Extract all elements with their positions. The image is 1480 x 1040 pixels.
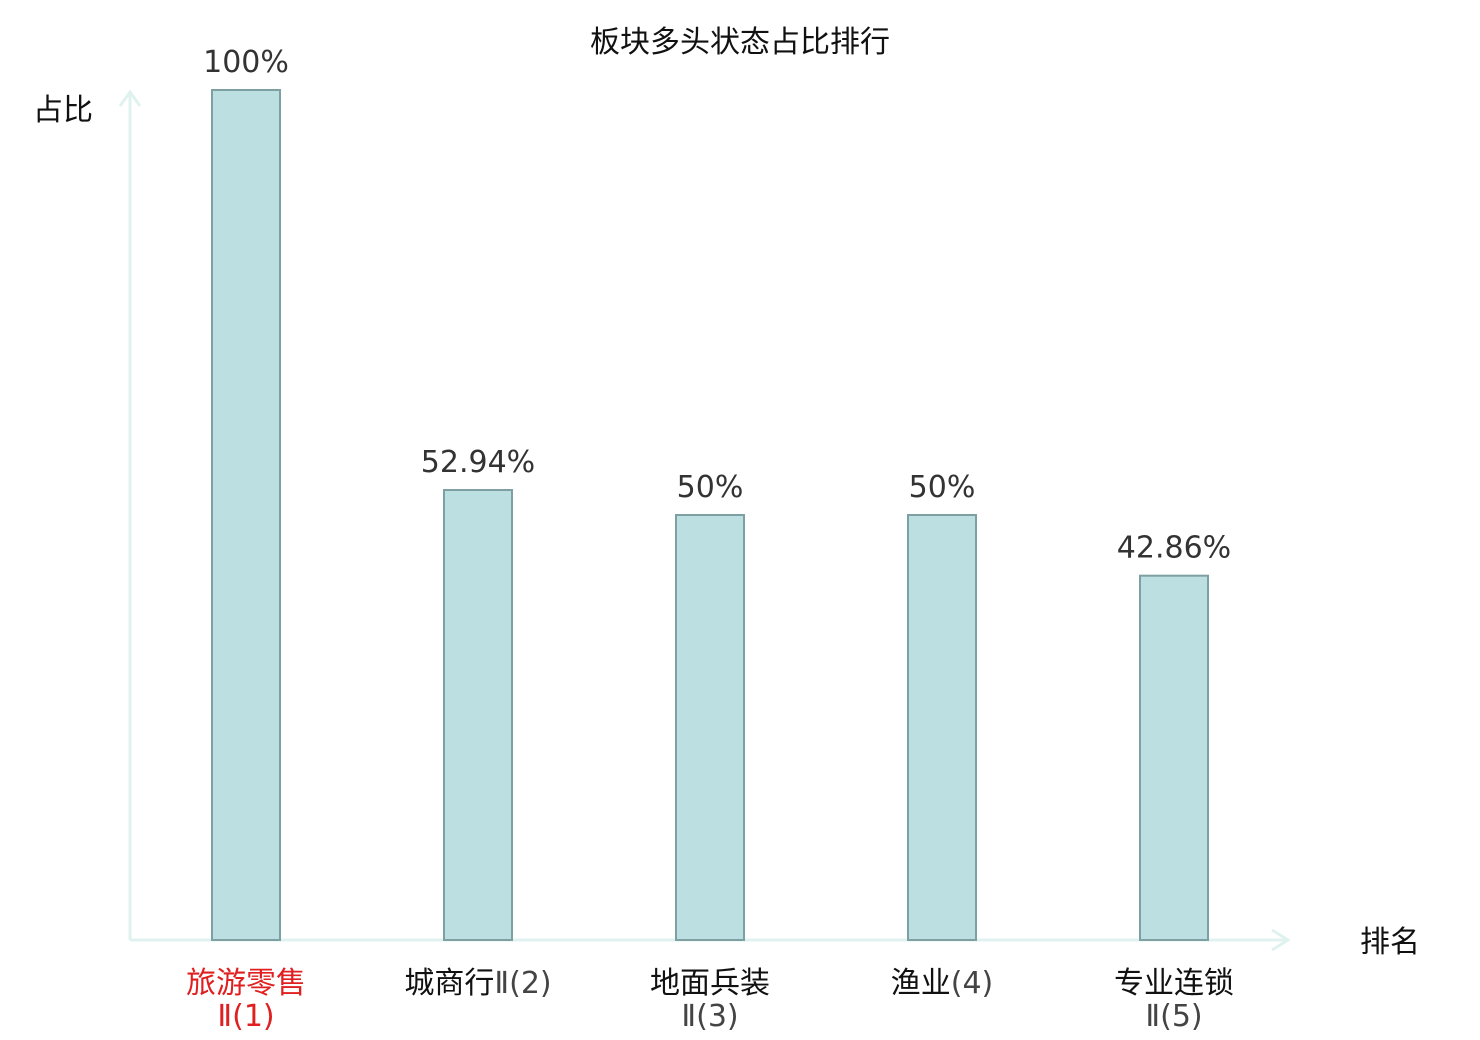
- bar-3: [675, 514, 745, 941]
- value-label-2: 52.94%: [421, 445, 535, 480]
- y-axis-arrowhead: [118, 89, 142, 107]
- value-label-3: 50%: [677, 470, 744, 505]
- value-label-4: 50%: [909, 470, 976, 505]
- x-axis-arrowhead: [1271, 928, 1291, 952]
- category-label-4: 渔业(4): [891, 966, 994, 1001]
- bar-5: [1139, 574, 1209, 941]
- category-label-3-line2: Ⅱ(3): [681, 999, 738, 1034]
- bar-2: [443, 489, 513, 941]
- category-label-1-line2: Ⅱ(1): [217, 999, 274, 1034]
- chart-title: 板块多头状态占比排行: [590, 25, 890, 60]
- bar-1: [211, 89, 281, 941]
- value-labels-group: 100% 52.94% 50% 50% 42.86%: [203, 45, 1231, 566]
- x-axis-label: 排名: [1360, 925, 1420, 960]
- category-label-2: 城商行Ⅱ(2): [404, 966, 551, 1001]
- y-axis-label: 占比: [33, 93, 93, 128]
- value-label-5: 42.86%: [1117, 531, 1231, 566]
- category-label-5-line2: Ⅱ(5): [1145, 999, 1202, 1034]
- value-label-1: 100%: [203, 45, 289, 80]
- bar-4: [907, 514, 977, 941]
- bars-group: [211, 89, 1209, 941]
- category-label-5: 专业连锁: [1114, 966, 1234, 1001]
- category-label-3: 地面兵装: [650, 966, 770, 1001]
- category-label-1: 旅游零售: [186, 966, 306, 1001]
